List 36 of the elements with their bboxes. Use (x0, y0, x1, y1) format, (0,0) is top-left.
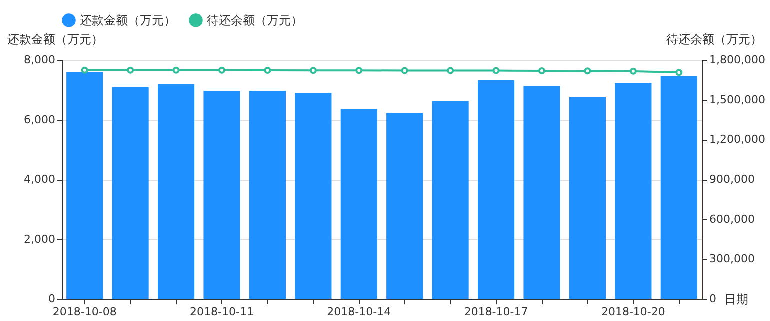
y2-tick-label: 1,500,000 (710, 93, 766, 106)
bar (478, 80, 515, 299)
y2-tick-label: 0 (710, 292, 716, 306)
bar (660, 76, 698, 299)
y2-axis-title: 待还余额（万元） (666, 32, 762, 46)
bar (204, 91, 240, 299)
bar (524, 86, 560, 299)
bar (66, 72, 104, 299)
bar (295, 93, 332, 299)
y-tick-label: 0 (48, 292, 56, 306)
y2-tick-label: 1,200,000 (710, 133, 766, 146)
x-tick-label: 2018-10-20 (601, 306, 666, 318)
bar (615, 83, 652, 299)
bar (569, 97, 606, 299)
y2-tick-label: 900,000 (710, 173, 755, 186)
bar (432, 101, 469, 299)
y2-tick-label: 1,800,000 (710, 54, 766, 66)
y2-tick-label: 600,000 (710, 212, 755, 226)
x-tick-label: 2018-10-14 (327, 306, 392, 318)
bar (112, 87, 149, 299)
legend-label: 还款金额（万元） (80, 13, 176, 28)
bar (158, 84, 195, 299)
y-tick-label: 6,000 (24, 113, 56, 126)
x-tick-label: 2018-10-08 (52, 306, 117, 318)
y-tick-label: 2,000 (24, 232, 56, 246)
y-axis-title: 还款金额（万元） (8, 32, 104, 46)
bar (386, 113, 424, 299)
y2-tick-label: 300,000 (710, 252, 755, 266)
bar (249, 91, 286, 299)
y-tick-label: 8,000 (24, 54, 56, 66)
x-tick-label: 2018-10-11 (190, 306, 254, 318)
legend-label: 待还余额（万元） (207, 13, 303, 28)
y-tick-label: 4,000 (24, 173, 56, 186)
x-tick-label: 2018-10-17 (464, 306, 528, 318)
bar (340, 109, 378, 299)
x-axis-title: 日期 (724, 292, 748, 306)
